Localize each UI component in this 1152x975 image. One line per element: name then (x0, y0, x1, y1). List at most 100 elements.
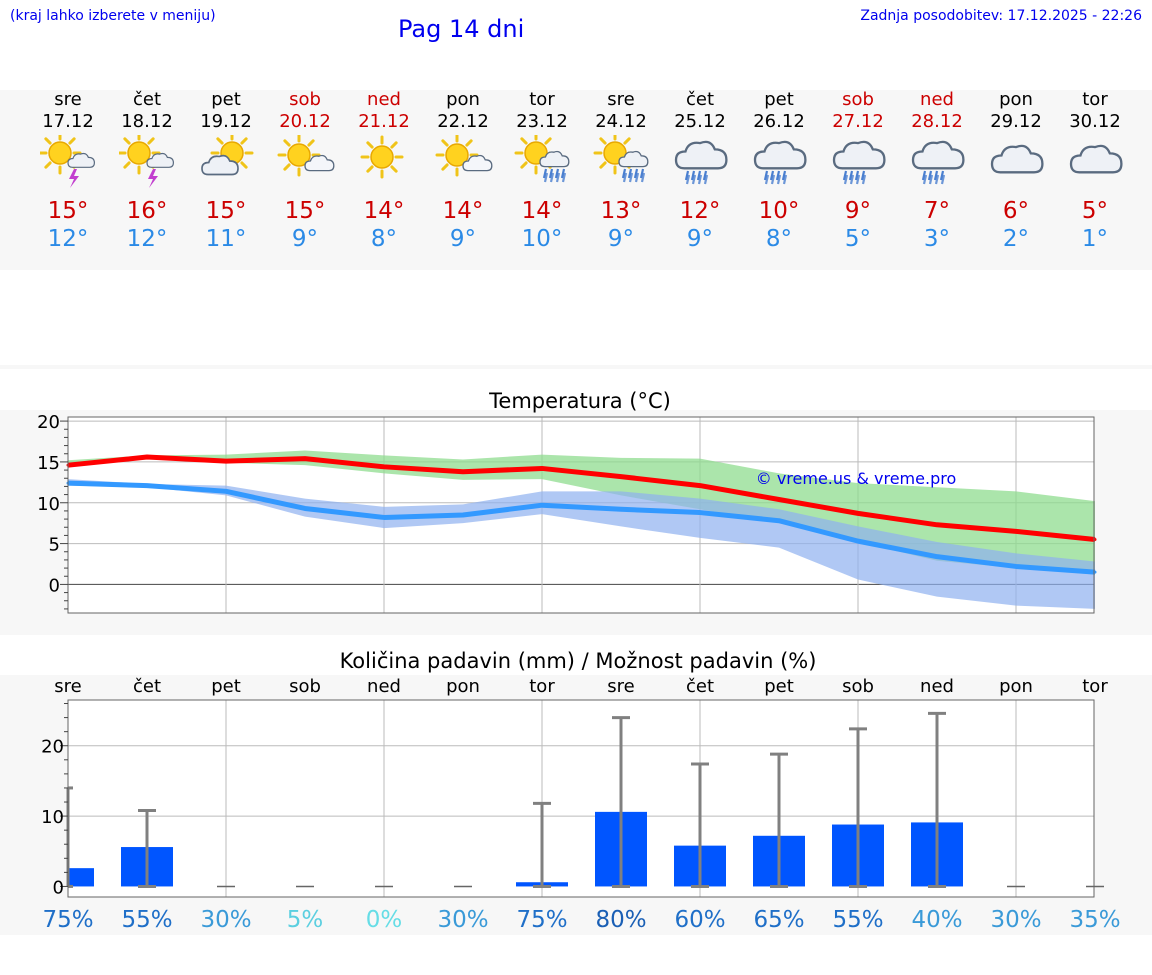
precipitation-probability: 40% (911, 907, 962, 933)
day-date: 21.12 (358, 111, 410, 132)
day-name: čet (132, 89, 162, 110)
min-temperature: 3° (923, 226, 951, 252)
precipitation-chart: Količina padavin (mm) / Možnost padavin … (41, 649, 1120, 933)
min-temperature-point (1014, 564, 1018, 568)
max-temperature: 16° (126, 198, 168, 224)
min-temperature: 8° (765, 226, 793, 252)
day-name: sre (54, 89, 82, 110)
precipitation-day-label: pet (211, 676, 241, 697)
sun-cloud-rain-icon (514, 131, 574, 195)
max-temperature: 15° (47, 198, 89, 224)
min-temperature-point (777, 519, 781, 523)
cloud-rain-icon (909, 135, 969, 195)
precipitation-probability: 5% (287, 907, 324, 933)
min-temperature: 10° (521, 226, 563, 252)
day-date: 22.12 (437, 111, 489, 132)
precipitation-day-label: tor (1082, 676, 1108, 697)
watermark: © vreme.us & vreme.pro (756, 469, 957, 488)
cloud-rain-icon (672, 135, 732, 195)
max-temperature-point (145, 455, 149, 459)
forecast-band (0, 90, 1152, 270)
day-date: 17.12 (42, 111, 94, 132)
precipitation-day-label: pet (764, 676, 794, 697)
temperature-y-tick-label: 0 (49, 575, 60, 596)
max-temperature: 5° (1081, 198, 1109, 224)
sun-small-cloud-icon (277, 133, 337, 195)
min-temperature-point (540, 503, 544, 507)
precipitation-probability: 30% (990, 907, 1041, 933)
day-name: sob (289, 89, 321, 110)
precipitation-day-label: sob (842, 676, 874, 697)
min-temperature-line (67, 480, 1096, 575)
max-temperature-point (935, 523, 939, 527)
temperature-chart: Temperatura (°C) 0 5 10 15 20 © vreme.us & v… (37, 389, 1097, 614)
precipitation-probability: 80% (595, 907, 646, 933)
precipitation-probability: 35% (1069, 907, 1120, 933)
max-temperature-point (1014, 529, 1018, 533)
day-name: pet (764, 89, 794, 110)
precipitation-probability: 65% (753, 907, 804, 933)
separator-band (0, 365, 1152, 369)
precipitation-y-tick-label: 10 (41, 807, 64, 828)
max-temperature-line (67, 454, 1096, 542)
precipitation-day-label: sre (54, 676, 81, 697)
temperature-plot-frame (67, 416, 1095, 614)
day-name: ned (367, 89, 401, 110)
cloud-rain-icon (751, 135, 811, 195)
max-temperature-point (382, 465, 386, 469)
cloud-rain-icon (830, 135, 890, 195)
min-temperature-point (224, 489, 228, 493)
precipitation-day-label: pon (446, 676, 480, 697)
day-date: 26.12 (753, 111, 805, 132)
day-date: 29.12 (990, 111, 1042, 132)
temperature-y-tick-label: 15 (37, 453, 60, 474)
cloud-icon (988, 135, 1048, 195)
max-temperature-point (461, 470, 465, 474)
min-temperature: 2° (1002, 226, 1030, 252)
precipitation-probability: 30% (200, 907, 251, 933)
precipitation-chart-title: Količina padavin (mm) / Možnost padavin … (340, 649, 817, 673)
precipitation-day-label: sob (289, 676, 321, 697)
precipitation-bar (68, 868, 94, 887)
precipitation-day-label: čet (133, 676, 161, 697)
min-temperature-point (856, 539, 860, 543)
temperature-chart-title: Temperatura (°C) (488, 389, 671, 413)
max-temperature: 14° (363, 198, 405, 224)
max-temperature-point (224, 459, 228, 463)
day-date: 20.12 (279, 111, 331, 132)
min-temperature: 9° (449, 226, 477, 252)
precipitation-day-label: sre (607, 676, 634, 697)
min-temperature: 12° (47, 226, 89, 252)
day-name: sob (842, 89, 874, 110)
sun-icon (356, 135, 416, 195)
max-temperature: 10° (758, 198, 800, 224)
cloud-icon (1067, 135, 1127, 195)
precipitation-y-tick-label: 20 (41, 737, 64, 758)
max-temperature-point (698, 484, 702, 488)
last-updated: Zadnja posodobitev: 17.12.2025 - 22:26 (860, 8, 1142, 24)
precipitation-probability: 0% (366, 907, 403, 933)
min-temperature: 12° (126, 226, 168, 252)
page-title: Pag 14 dni (398, 15, 525, 43)
min-temperature-point (303, 506, 307, 510)
precipitation-day-label: pon (999, 676, 1033, 697)
precipitation-probability: 55% (832, 907, 883, 933)
min-temperature: 9° (291, 226, 319, 252)
day-name: ned (920, 89, 954, 110)
precipitation-plot-frame (67, 699, 1095, 898)
day-date: 30.12 (1069, 111, 1121, 132)
precipitation-day-label: tor (529, 676, 555, 697)
day-date: 18.12 (121, 111, 173, 132)
max-temperature-point (303, 457, 307, 461)
min-temperature-point (698, 511, 702, 515)
min-temperature: 9° (607, 226, 635, 252)
max-temperature: 15° (284, 198, 326, 224)
sun-cloud-thunder-icon (38, 131, 100, 195)
day-date: 19.12 (200, 111, 252, 132)
max-temperature: 14° (521, 198, 563, 224)
sun-small-cloud-icon (435, 133, 495, 195)
min-temperature-point (461, 513, 465, 517)
max-temperature: 6° (1002, 198, 1030, 224)
max-temperature: 13° (600, 198, 642, 224)
temperature-y-tick-label: 5 (49, 535, 60, 556)
